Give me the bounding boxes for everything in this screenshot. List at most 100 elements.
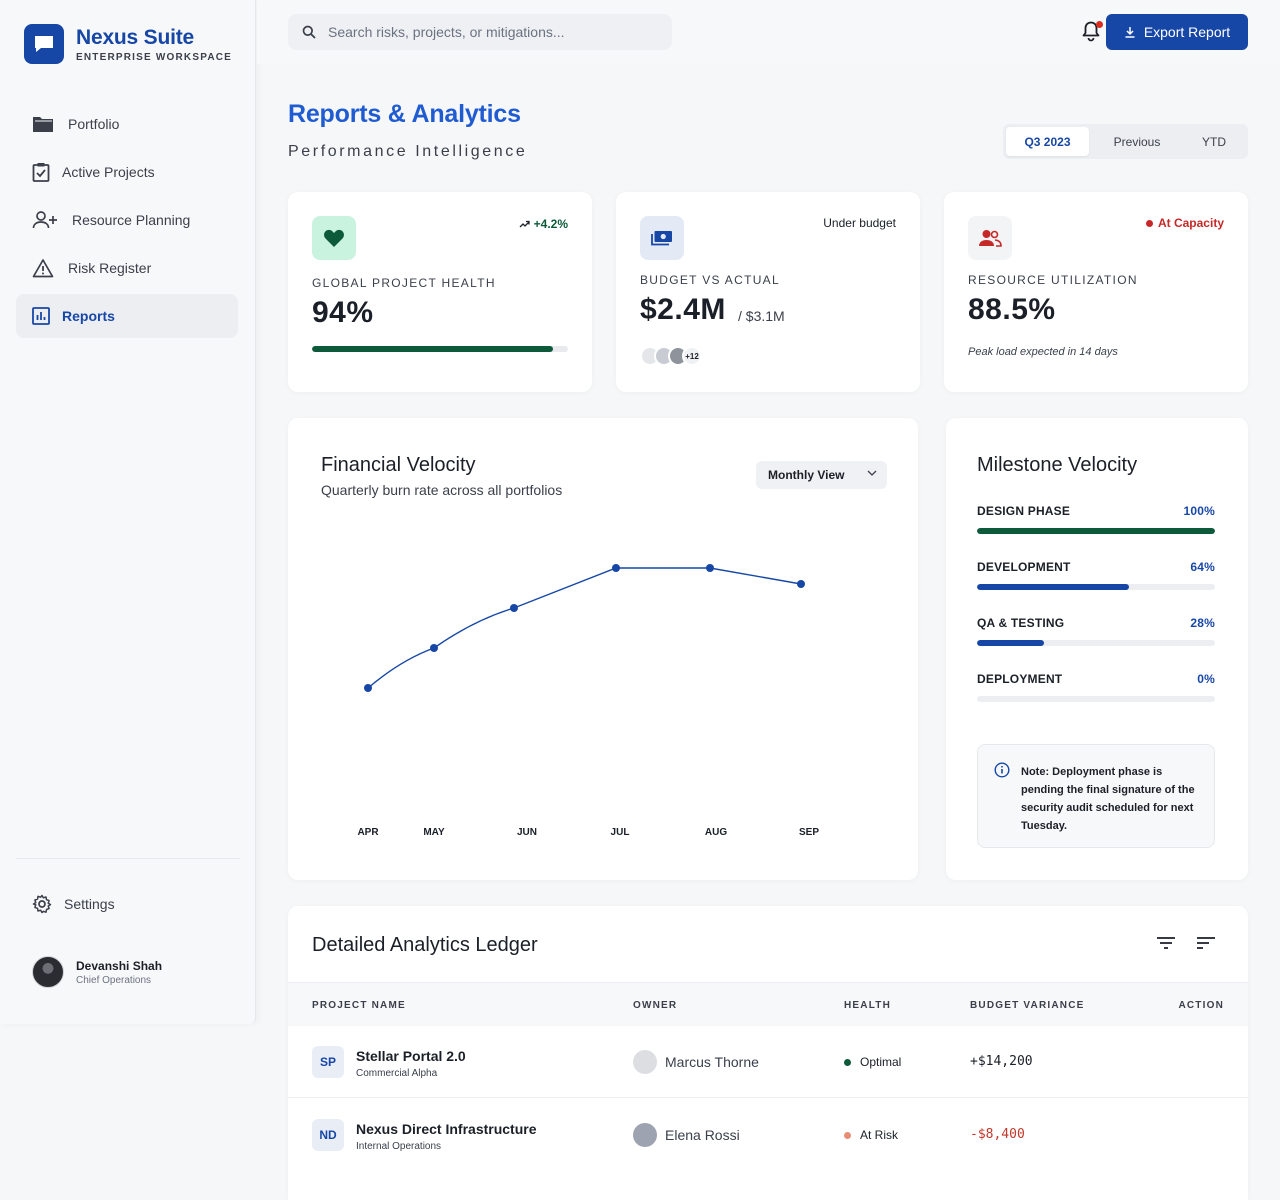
budget-variance: +$14,200: [970, 1054, 1033, 1069]
user-role: Chief Operations: [76, 974, 152, 986]
milestone-progress-bar: [977, 696, 1215, 702]
sidebar-item-label: Reports: [62, 308, 115, 324]
health-label: GLOBAL PROJECT HEALTH: [312, 276, 496, 290]
period-tab-ytd[interactable]: YTD: [1202, 134, 1226, 149]
capacity-tag-label: At Capacity: [1157, 216, 1224, 230]
brand-name: Nexus Suite: [76, 25, 195, 49]
project-owner: Elena Rossi: [633, 1123, 740, 1147]
health-status: At Risk: [844, 1128, 898, 1142]
brand[interactable]: Nexus Suite ENTERPRISE WORKSPACE: [24, 24, 232, 64]
table-row[interactable]: SP Stellar Portal 2.0 Commercial Alpha M…: [288, 1026, 1248, 1098]
milestone-label: DESIGN PHASE: [977, 504, 1071, 518]
budget-label: BUDGET VS ACTUAL: [640, 273, 780, 287]
export-report-label: Export Report: [1143, 24, 1231, 40]
data-point-apr[interactable]: [364, 684, 372, 692]
health-progress-fill: [312, 346, 553, 352]
sidebar-item-active-projects[interactable]: Active Projects: [16, 150, 238, 194]
health-label: At Risk: [860, 1128, 899, 1142]
warning-triangle-icon: [32, 257, 54, 279]
milestone-percent: 100%: [1183, 504, 1215, 518]
status-dot: [844, 1058, 851, 1066]
column-header-owner[interactable]: OWNER: [633, 1000, 678, 1011]
sidebar-item-settings[interactable]: Settings: [32, 894, 115, 914]
health-status: Optimal: [844, 1055, 901, 1069]
milestone-title: Milestone Velocity: [977, 454, 1138, 476]
milestone-percent: 64%: [1190, 560, 1215, 574]
health-trend-value: +4.2%: [533, 217, 568, 231]
milestone-progress-fill: [977, 584, 1130, 590]
column-header-variance[interactable]: BUDGET VARIANCE: [970, 1000, 1085, 1011]
milestone-progress-fill: [977, 528, 1215, 534]
milestone-percent: 0%: [1197, 672, 1215, 686]
avatar: [633, 1123, 657, 1147]
milestone-progress-fill: [977, 640, 1044, 646]
health-label: Optimal: [860, 1055, 902, 1069]
financial-velocity-card: Financial Velocity Quarterly burn rate a…: [288, 418, 918, 880]
filter-icon[interactable]: [1156, 936, 1176, 950]
project-badge: ND: [312, 1119, 344, 1151]
data-point-sep[interactable]: [797, 580, 805, 588]
data-point-jun[interactable]: [510, 604, 518, 612]
milestone-row: DESIGN PHASE 100%: [977, 504, 1215, 534]
settings-label: Settings: [64, 896, 115, 912]
avatar: [32, 956, 64, 988]
capacity-tag: At Capacity: [1145, 216, 1224, 230]
info-icon: [994, 762, 1010, 778]
sidebar-item-risk-register[interactable]: Risk Register: [16, 246, 238, 290]
project-name[interactable]: Stellar Portal 2.0: [356, 1048, 466, 1064]
table-row[interactable]: ND Nexus Direct Infrastructure Internal …: [288, 1099, 1248, 1171]
budget-variance: -$8,400: [970, 1127, 1025, 1142]
x-tick-label: MAY: [423, 827, 445, 838]
table-header: PROJECT NAME OWNER HEALTH BUDGET VARIANC…: [288, 982, 1248, 1026]
project-sub: Internal Operations: [356, 1141, 442, 1152]
milestone-row: QA & TESTING 28%: [977, 616, 1215, 646]
milestone-progress-bar: [977, 640, 1215, 646]
data-point-jul[interactable]: [612, 564, 620, 572]
column-header-project[interactable]: PROJECT NAME: [312, 1000, 406, 1011]
search-icon: [302, 25, 316, 39]
page-title: Reports & Analytics: [288, 100, 521, 128]
milestone-row: DEPLOYMENT 0%: [977, 672, 1215, 702]
sidebar-item-portfolio[interactable]: Portfolio: [16, 102, 238, 146]
milestone-velocity-card: Milestone Velocity DESIGN PHASE 100% DEVEL…: [946, 418, 1248, 880]
project-badge: SP: [312, 1046, 344, 1078]
folder-icon: [32, 113, 54, 135]
search-bar[interactable]: [288, 14, 672, 50]
x-tick-label: AUG: [705, 827, 727, 838]
bar-chart-icon: [32, 305, 50, 327]
sidebar-item-label: Resource Planning: [72, 212, 191, 228]
view-select[interactable]: Monthly View: [756, 461, 887, 489]
search-input[interactable]: [328, 24, 648, 40]
project-name[interactable]: Nexus Direct Infrastructure: [356, 1121, 537, 1137]
period-tab-q3-2023[interactable]: Q3 2023: [1006, 127, 1089, 156]
sidebar-item-resource-planning[interactable]: Resource Planning: [16, 198, 238, 242]
chevron-down-icon: [867, 470, 877, 476]
sort-icon[interactable]: [1196, 936, 1216, 950]
column-header-health[interactable]: HEALTH: [844, 1000, 892, 1011]
x-tick-label: SEP: [799, 827, 819, 838]
budget-contributors[interactable]: +12: [640, 346, 702, 366]
data-point-may[interactable]: [430, 644, 438, 652]
ledger-tools: [1136, 936, 1216, 950]
period-tab-previous[interactable]: Previous: [1113, 134, 1161, 149]
health-progress-bar: [312, 346, 568, 352]
notification-dot: [1096, 21, 1103, 28]
resource-label: RESOURCE UTILIZATION: [968, 273, 1138, 287]
export-report-button[interactable]: Export Report: [1106, 14, 1248, 50]
ledger-title: Detailed Analytics Ledger: [312, 934, 538, 956]
x-tick-label: JUN: [517, 827, 537, 838]
milestone-label: DEVELOPMENT: [977, 560, 1071, 574]
analytics-ledger-card: Detailed Analytics Ledger PROJECT NAME O…: [288, 906, 1248, 1200]
status-dot: [1145, 219, 1153, 227]
resource-value: 88.5%: [968, 293, 1056, 326]
notifications-button[interactable]: [1081, 20, 1103, 44]
user-profile[interactable]: Devanshi Shah Chief Operations: [32, 956, 162, 988]
sidebar-item-reports[interactable]: Reports: [16, 294, 238, 338]
period-toggle: Q3 2023 Previous YTD: [1003, 124, 1248, 159]
data-point-aug[interactable]: [706, 564, 714, 572]
download-icon: [1124, 26, 1136, 38]
milestone-row: DEVELOPMENT 64%: [977, 560, 1215, 590]
more-avatars-count: +12: [682, 346, 702, 366]
milestone-progress-bar: [977, 528, 1215, 534]
cash-icon: [640, 216, 684, 260]
